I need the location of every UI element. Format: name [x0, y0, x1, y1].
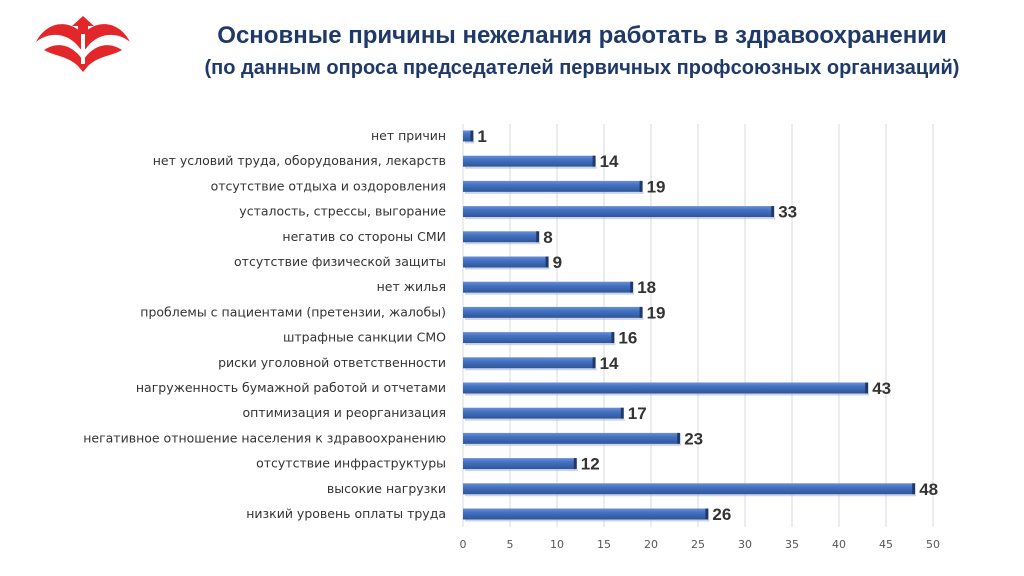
- x-tick-label: 0: [460, 538, 467, 551]
- category-label: усталость, стрессы, выгорание: [239, 204, 446, 219]
- x-tick-label: 25: [691, 538, 705, 551]
- category-label: нагруженность бумажной работой и отчетам…: [136, 380, 446, 395]
- bar-value-label: 18: [637, 278, 656, 297]
- category-label: штрафные санкции СМО: [283, 330, 446, 345]
- page-title: Основные причины нежелания работать в зд…: [217, 22, 947, 49]
- chart-bar: [463, 155, 597, 169]
- category-label: негативное отношение населения к здравоо…: [83, 430, 446, 445]
- chart-bar: [463, 357, 597, 371]
- chart-value-labels: 1 14 19 33 89 18 19 16 14 43 17 23 12 48 26: [477, 127, 938, 524]
- bar-value-label: 43: [872, 379, 891, 398]
- chart-bar: [463, 180, 644, 194]
- x-tick-label: 30: [738, 538, 752, 551]
- category-label: негатив со стороны СМИ: [282, 229, 446, 244]
- bar-value-label: 9: [553, 253, 562, 272]
- bar-value-label: 16: [618, 329, 637, 348]
- page-subtitle: (по данным опроса председателей первичны…: [204, 57, 960, 79]
- category-label: нет условий труда, оборудования, лекарст…: [153, 153, 446, 168]
- union-hands-logo-icon: [36, 16, 130, 72]
- category-label: нет жилья: [377, 279, 446, 294]
- chart-bar: [463, 256, 550, 270]
- bar-value-label: 17: [628, 404, 647, 423]
- chart-bar: [463, 231, 541, 245]
- category-label: оптимизация и реорганизация: [243, 405, 447, 420]
- bar-value-label: 19: [647, 177, 666, 196]
- chart-bar: [463, 483, 917, 497]
- chart-x-axis-ticks: 0 5 10 15 20 25 30 35 40 45 50: [460, 538, 941, 551]
- x-tick-label: 45: [879, 538, 893, 551]
- chart-bar: [463, 206, 776, 220]
- chart-bar: [463, 332, 616, 346]
- category-label: отсутствие инфраструктуры: [256, 456, 446, 471]
- chart-bar: [463, 306, 644, 320]
- chart-bar: [463, 407, 625, 421]
- category-label: высокие нагрузки: [327, 481, 446, 496]
- bar-value-label: 26: [712, 505, 731, 524]
- category-label: нет причин: [371, 128, 446, 143]
- bar-value-label: 8: [543, 228, 552, 247]
- bar-value-label: 23: [684, 429, 703, 448]
- chart-bar: [463, 458, 578, 472]
- x-tick-label: 20: [644, 538, 658, 551]
- x-tick-label: 5: [507, 538, 514, 551]
- x-tick-label: 40: [832, 538, 846, 551]
- chart-category-labels: нет причин нет условий труда, оборудовани…: [83, 128, 446, 521]
- x-tick-label: 15: [597, 538, 611, 551]
- chart-bar: [463, 130, 475, 144]
- bar-value-label: 14: [600, 152, 619, 171]
- x-tick-label: 10: [550, 538, 564, 551]
- category-label: проблемы с пациентами (претензии, жалобы…: [140, 304, 446, 319]
- bar-value-label: 14: [600, 354, 619, 373]
- x-tick-label: 35: [785, 538, 799, 551]
- bar-value-label: 33: [778, 203, 797, 222]
- category-label: отсутствие отдыха и оздоровления: [211, 178, 446, 193]
- x-tick-label: 50: [926, 538, 940, 551]
- chart-bar: [463, 382, 870, 396]
- chart-gridlines: [462, 124, 934, 527]
- chart-bars: [463, 130, 917, 522]
- chart-bar: [463, 508, 710, 522]
- category-label: риски уголовной ответственности: [218, 355, 446, 370]
- bar-value-label: 19: [647, 303, 666, 322]
- bar-value-label: 48: [919, 480, 938, 499]
- category-label: низкий уровень оплаты труда: [246, 506, 446, 521]
- chart-bar: [463, 432, 682, 446]
- bar-value-label: 1: [477, 127, 486, 146]
- bar-value-label: 12: [581, 455, 600, 474]
- chart-bar: [463, 281, 635, 295]
- category-label: отсутствие физической защиты: [234, 254, 446, 269]
